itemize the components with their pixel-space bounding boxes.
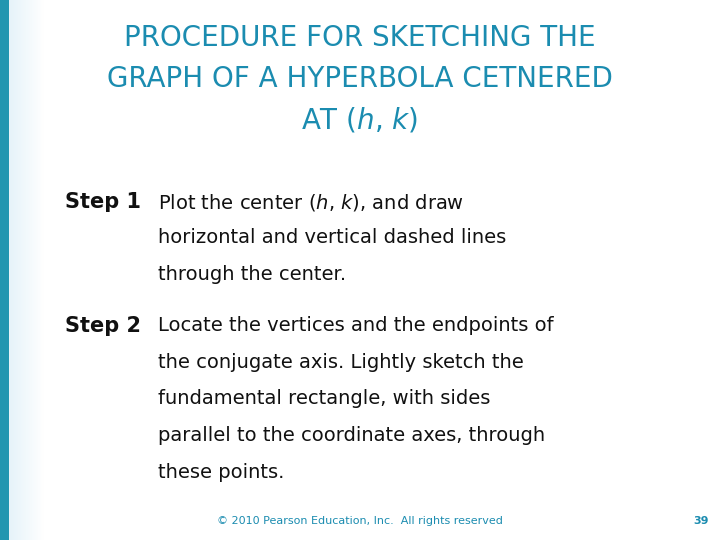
Text: PROCEDURE FOR SKETCHING THE: PROCEDURE FOR SKETCHING THE <box>124 24 596 52</box>
Text: Step 2: Step 2 <box>65 316 141 336</box>
Text: Step 1: Step 1 <box>65 192 141 212</box>
Text: Plot the center ($h$, $k$), and draw: Plot the center ($h$, $k$), and draw <box>158 192 464 213</box>
Text: parallel to the coordinate axes, through: parallel to the coordinate axes, through <box>158 426 546 445</box>
Text: 39: 39 <box>693 516 709 526</box>
Text: through the center.: through the center. <box>158 265 346 284</box>
Text: AT ($h$, $k$): AT ($h$, $k$) <box>302 105 418 134</box>
Text: © 2010 Pearson Education, Inc.  All rights reserved: © 2010 Pearson Education, Inc. All right… <box>217 516 503 526</box>
Text: Locate the vertices and the endpoints of: Locate the vertices and the endpoints of <box>158 316 554 335</box>
Text: the conjugate axis. Lightly sketch the: the conjugate axis. Lightly sketch the <box>158 353 524 372</box>
Text: these points.: these points. <box>158 463 285 482</box>
Text: horizontal and vertical dashed lines: horizontal and vertical dashed lines <box>158 228 507 247</box>
Bar <box>0 0 9 540</box>
Text: GRAPH OF A HYPERBOLA CETNERED: GRAPH OF A HYPERBOLA CETNERED <box>107 65 613 93</box>
Text: fundamental rectangle, with sides: fundamental rectangle, with sides <box>158 389 491 408</box>
